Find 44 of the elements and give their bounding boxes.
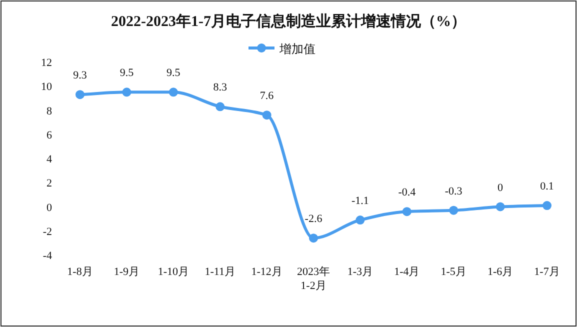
point (309, 234, 318, 243)
x-tick-label: 2023年 1-2月 (297, 266, 330, 292)
data-label: 9.5 (166, 67, 181, 80)
point (356, 216, 365, 225)
legend-label: 增加值 (278, 42, 316, 56)
point (449, 206, 458, 215)
y-tick-label: -4 (42, 250, 52, 262)
data-label: -0.4 (398, 186, 416, 199)
x-tick-label: 1-7月 (534, 266, 560, 278)
data-label: 0 (498, 182, 504, 194)
y-tick-label: 12 (41, 57, 52, 69)
y-tick-label: 0 (46, 202, 52, 214)
point (76, 90, 84, 100)
point (122, 88, 132, 97)
y-tick-label: 10 (41, 81, 52, 94)
x-tick-label: 1-10月 (158, 266, 189, 278)
data-label: 0.1 (540, 180, 554, 193)
y-tick-label: 4 (46, 154, 52, 166)
y-tick-label: 8 (46, 105, 52, 118)
x-tick-label: 1-8月 (67, 266, 93, 278)
x-tick-label: 1-5月 (440, 266, 466, 278)
y-tick-label: 6 (46, 129, 52, 142)
data-label: -2.6 (304, 213, 323, 226)
x-tick-label: 1-4月 (394, 266, 420, 278)
y-tick-label: 2 (46, 178, 52, 190)
x-tick-label: 1-3月 (347, 266, 374, 278)
point (168, 88, 178, 97)
point (496, 202, 505, 212)
data-label: 7.6 (260, 90, 274, 102)
x-tick-label: 1-6月 (487, 266, 514, 278)
point (216, 102, 225, 112)
data-label: 9.5 (120, 67, 134, 80)
y-tick-label: -2 (42, 226, 52, 238)
data-label: 8.3 (213, 82, 228, 94)
data-label: 9.3 (73, 70, 88, 82)
x-tick-label: 1-11月 (204, 266, 236, 278)
x-tick-label: 1-12月 (251, 266, 282, 278)
data-label: -0.3 (444, 185, 463, 198)
point (542, 201, 552, 210)
chart-title: 2022-2023年1-7月电子信息制造业累计增速情况（%） (111, 13, 466, 30)
x-tick-label: 1-9月 (114, 266, 140, 278)
point (262, 110, 272, 120)
data-label: -1.1 (351, 195, 369, 208)
point (402, 207, 412, 216)
